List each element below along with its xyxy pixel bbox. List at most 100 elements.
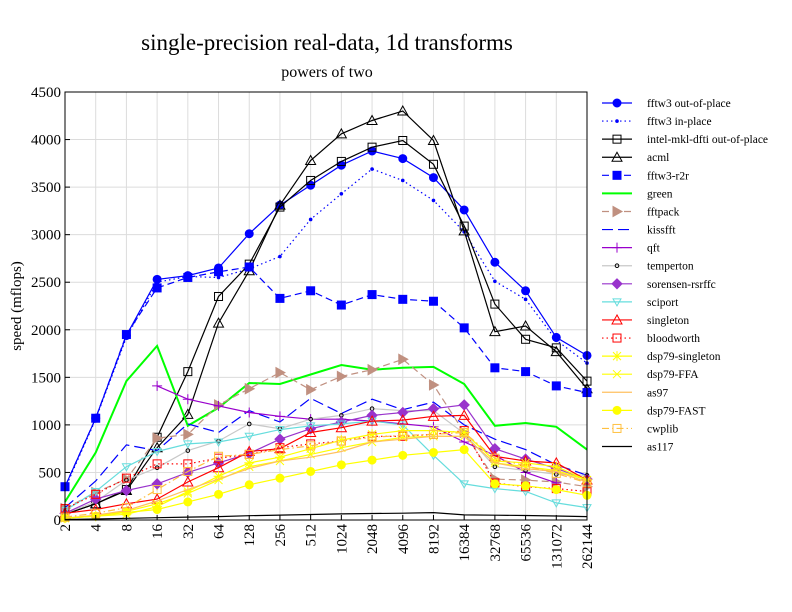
data-point-singleton bbox=[458, 409, 471, 420]
data-point-cwplib bbox=[275, 445, 285, 455]
data-point-cwplib bbox=[121, 503, 131, 513]
x-tick-label: 512 bbox=[304, 524, 320, 547]
data-point-dsp79-singleton bbox=[551, 461, 562, 472]
data-point-cwplib bbox=[521, 461, 531, 471]
y-tick-label: 0 bbox=[54, 513, 62, 529]
series-line-kissfft bbox=[64, 397, 588, 509]
legend-item-fftpack: fftpack bbox=[602, 205, 680, 218]
legend-item-green: green bbox=[602, 188, 673, 200]
data-point-dsp79-singleton bbox=[182, 486, 193, 497]
data-point-dsp79-fast bbox=[367, 455, 377, 465]
data-point-intel-mkl-dfti-out-of-place bbox=[521, 334, 531, 344]
series-as97 bbox=[64, 435, 588, 519]
legend-marker bbox=[614, 263, 620, 269]
data-point-bloodworth bbox=[91, 489, 101, 499]
data-point-singleton bbox=[335, 421, 348, 433]
legend-label: intel-mkl-dfti out-of-place bbox=[647, 134, 768, 146]
legend-label: dsp79-FFA bbox=[647, 369, 699, 381]
data-point-cwplib bbox=[398, 430, 408, 440]
data-point-sciport bbox=[213, 438, 224, 448]
data-point-fftw3-out-of-place bbox=[428, 173, 438, 183]
data-point-fftpack bbox=[367, 363, 379, 376]
legend-label: fftw3 out-of-place bbox=[647, 98, 731, 110]
y-tick-label: 500 bbox=[39, 465, 62, 481]
data-point-fftw3-out-of-place bbox=[244, 229, 254, 239]
y-tick-label: 2000 bbox=[31, 323, 61, 339]
data-point-acml bbox=[212, 317, 225, 328]
legend-item-singleton: singleton bbox=[602, 313, 689, 327]
legend-marker bbox=[612, 405, 622, 415]
data-point-sciport bbox=[121, 463, 132, 472]
data-point-sciport bbox=[244, 432, 255, 442]
data-point-sciport bbox=[152, 448, 162, 457]
data-point-singleton bbox=[366, 415, 378, 426]
x-tick-label: 65536 bbox=[519, 524, 535, 562]
legend-item-qft: qft bbox=[602, 243, 661, 255]
data-point-dsp79-fast bbox=[183, 497, 193, 507]
y-tick-label: 1000 bbox=[31, 418, 61, 434]
series-green bbox=[64, 343, 588, 503]
x-tick-label: 2048 bbox=[365, 524, 381, 554]
data-point-fftw3-in-place bbox=[216, 275, 221, 280]
series-line-dsp79-singleton bbox=[64, 430, 588, 519]
data-point-cwplib bbox=[306, 441, 316, 451]
x-tick-label: 32 bbox=[181, 524, 197, 539]
data-point-dsp79-singleton bbox=[244, 457, 255, 468]
data-point-dsp79-fast bbox=[275, 473, 285, 483]
data-point-fftw3-out-of-place bbox=[459, 205, 469, 215]
data-point-fftw3-in-place bbox=[339, 191, 344, 196]
series-line-fftw3-out-of-place bbox=[64, 150, 588, 487]
data-point-acml bbox=[366, 114, 378, 126]
data-point-fftpack bbox=[336, 370, 348, 383]
legend-marker bbox=[612, 134, 622, 144]
data-point-dsp79-singleton bbox=[213, 471, 224, 482]
data-point-dsp79-fast bbox=[152, 505, 162, 515]
data-point-fftw3-in-place bbox=[370, 167, 374, 171]
series-line-green bbox=[64, 343, 588, 503]
data-point-fftpack bbox=[428, 379, 440, 391]
legend-item-fftw3-in-place: fftw3 in-place bbox=[602, 116, 712, 128]
x-tick-label: 131072 bbox=[549, 524, 565, 569]
data-point-sciport bbox=[305, 422, 316, 431]
legend-item-intel-mkl-dfti-out-of-place: intel-mkl-dfti out-of-place bbox=[602, 134, 768, 146]
data-point-acml bbox=[458, 224, 471, 236]
legend-label: as97 bbox=[647, 387, 668, 399]
data-point-intel-mkl-dfti-out-of-place bbox=[428, 159, 438, 169]
data-point-sciport bbox=[459, 480, 470, 489]
data-point-acml bbox=[489, 325, 501, 337]
series-line-acml bbox=[64, 110, 588, 515]
series-line-temperton bbox=[64, 408, 588, 514]
x-tick-label: 262144 bbox=[580, 524, 596, 570]
data-point-fftw3-r2r bbox=[336, 300, 346, 310]
data-point-intel-mkl-dfti-out-of-place bbox=[367, 142, 377, 152]
legend-marker bbox=[612, 351, 622, 362]
data-point-qft bbox=[213, 400, 224, 411]
data-point-dsp79-singleton bbox=[520, 457, 531, 468]
data-point-cwplib bbox=[152, 485, 162, 495]
legend-label: as117 bbox=[647, 442, 674, 454]
data-point-fftw3-out-of-place bbox=[490, 257, 500, 267]
y-tick-label: 3000 bbox=[31, 228, 61, 244]
x-tick-label: 1024 bbox=[334, 524, 350, 555]
legend-item-bloodworth: bloodworth bbox=[602, 333, 700, 345]
data-point-dsp79-fast bbox=[306, 466, 316, 476]
data-point-dsp79-fast bbox=[214, 489, 224, 499]
data-point-fftw3-in-place bbox=[523, 297, 528, 302]
data-point-dsp79-singleton bbox=[305, 443, 316, 454]
legend-item-cwplib: cwplib bbox=[602, 423, 679, 435]
data-point-singleton bbox=[304, 426, 317, 437]
data-point-qft bbox=[274, 411, 285, 422]
legend-label: green bbox=[647, 188, 673, 200]
data-point-acml bbox=[274, 199, 286, 210]
data-point-fftw3-in-place bbox=[554, 338, 559, 343]
data-point-fftw3-r2r bbox=[152, 283, 162, 293]
y-tick-label: 3500 bbox=[31, 180, 61, 196]
series-line-intel-mkl-dfti-out-of-place bbox=[64, 139, 588, 515]
legend-label: fftw3-r2r bbox=[647, 170, 689, 182]
legend-marker bbox=[612, 242, 622, 253]
data-point-dsp79-fast bbox=[521, 481, 531, 491]
legend-marker bbox=[611, 313, 623, 325]
data-point-qft bbox=[182, 394, 193, 405]
legend-item-dsp79-ffa: dsp79-FFA bbox=[602, 369, 699, 381]
